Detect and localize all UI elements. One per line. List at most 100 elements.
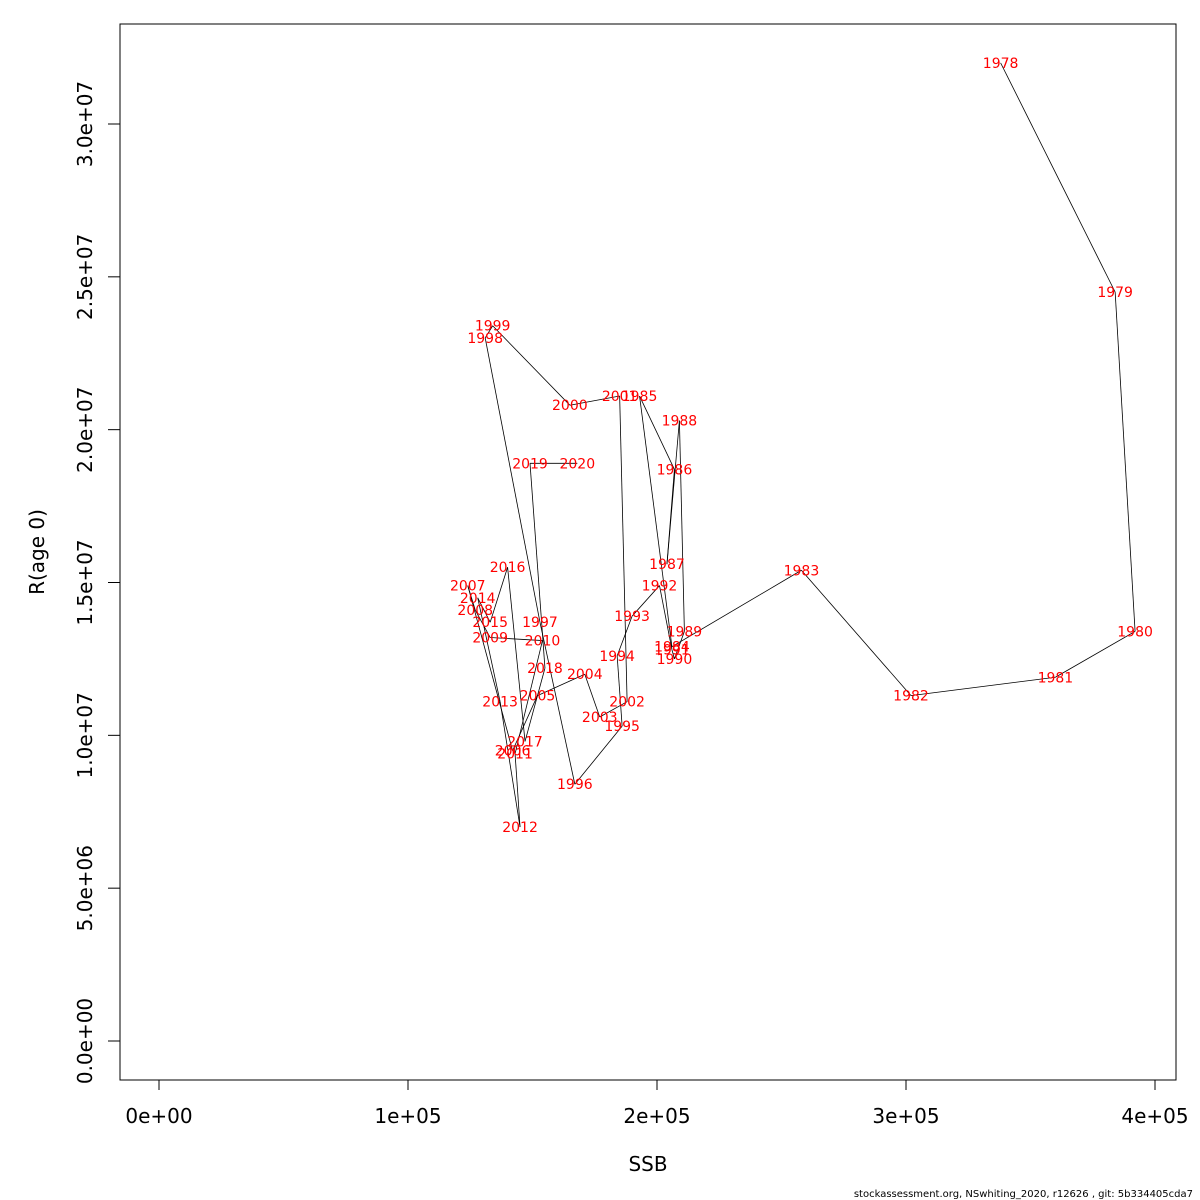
trajectory-segment <box>514 753 521 828</box>
y-axis-title: R(age 0) <box>25 509 49 595</box>
plot-frame <box>119 23 1177 1081</box>
point-label: 1988 <box>662 413 698 429</box>
x-tick-label: 0e+00 <box>125 1104 192 1128</box>
y-tick-label: 3.0e+07 <box>73 81 97 167</box>
trajectory-segment <box>671 569 802 648</box>
trajectory-segment <box>659 585 673 650</box>
point-label: 1983 <box>784 563 820 579</box>
trajectory-segment <box>631 585 660 617</box>
trajectory-segment <box>801 570 912 696</box>
point-label: 2011 <box>497 747 533 763</box>
point-label: 2009 <box>472 631 508 647</box>
footer-text: stockassessment.org, NSwhiting_2020, r12… <box>854 1189 1193 1200</box>
point-label: 2006 <box>495 744 531 760</box>
point-label: 2008 <box>457 603 493 619</box>
y-axis: 0.0e+00 5.0e+06 1.0e+07 1.5e+07 2.0e+07 2.5e+… <box>73 81 121 1084</box>
point-label: 1984 <box>654 640 690 656</box>
trajectory-segment <box>619 396 628 702</box>
point-label: 2007 <box>450 579 486 595</box>
trajectory-segment <box>639 395 673 647</box>
trajectory-segment <box>507 567 526 742</box>
point-label: 2014 <box>460 591 496 607</box>
trajectory-segment <box>537 673 585 696</box>
trajectory-segment <box>477 597 501 702</box>
trajectory-segment <box>474 609 491 638</box>
y-tick-label: 2.5e+07 <box>73 234 97 320</box>
y-tick-label: 2.0e+07 <box>73 387 97 473</box>
trajectory-segment <box>1055 631 1136 678</box>
y-tick-label: 1.0e+07 <box>73 692 97 778</box>
trajectory-segment <box>639 395 675 470</box>
trajectory-segment <box>666 420 680 565</box>
trajectory-segment <box>484 337 541 623</box>
point-label: 1978 <box>983 56 1019 72</box>
point-label: 2010 <box>525 634 561 650</box>
point-label: 2012 <box>502 820 538 836</box>
point-label: 1996 <box>557 777 593 793</box>
point-label: 1981 <box>1038 670 1074 686</box>
trajectory-segment <box>599 701 628 718</box>
y-tick-label: 0.0e+00 <box>73 998 97 1084</box>
point-label: 1986 <box>657 462 693 478</box>
trajectory-segment <box>569 395 620 406</box>
trajectory-segment <box>529 463 546 669</box>
point-label: 1990 <box>657 652 693 668</box>
trajectory-segment <box>616 655 623 727</box>
point-label: 1985 <box>622 389 658 405</box>
trajectory-segment <box>514 640 543 754</box>
x-axis: 0e+00 1e+05 2e+05 3e+05 4e+05 <box>125 1079 1189 1128</box>
y-tick-label: 5.0e+06 <box>73 845 97 931</box>
trajectory-segment <box>1000 62 1116 293</box>
trajectory-segment <box>524 667 546 742</box>
point-label: 2000 <box>552 398 588 414</box>
trajectory-lines <box>467 62 1136 828</box>
trajectory-segment <box>499 701 521 828</box>
trajectory-segment <box>512 695 538 751</box>
trajectory-segment <box>1114 292 1136 632</box>
point-label: 2020 <box>559 456 595 472</box>
point-label: 1989 <box>667 624 703 640</box>
point-label: 2003 <box>582 710 618 726</box>
trajectory-segment <box>671 649 675 660</box>
trajectory-segment <box>490 637 543 641</box>
trajectory-segment <box>539 622 576 785</box>
x-tick-label: 3e+05 <box>872 1104 939 1128</box>
x-tick-label: 2e+05 <box>623 1104 690 1128</box>
trajectory-segment <box>467 585 476 611</box>
trajectory-segment <box>616 615 633 657</box>
point-label: 1995 <box>604 719 640 735</box>
point-label: 2013 <box>482 695 518 711</box>
trajectory-segment <box>674 631 685 660</box>
x-tick-label: 4e+05 <box>1121 1104 1188 1128</box>
x-axis-title: SSB <box>628 1152 667 1176</box>
point-label: 2002 <box>609 695 645 711</box>
trajectory-segment <box>489 567 508 623</box>
point-label: 1997 <box>522 615 558 631</box>
point-label: 2018 <box>527 661 563 677</box>
point-label: 1998 <box>467 331 503 347</box>
trajectory-segment <box>584 674 601 718</box>
y-tick-label: 1.5e+07 <box>73 539 97 625</box>
point-label: 1987 <box>649 557 685 573</box>
trajectory-segment <box>492 325 571 406</box>
point-label: 1993 <box>614 609 650 625</box>
point-label: 1980 <box>1117 624 1153 640</box>
trajectory-segment <box>484 325 494 339</box>
point-label: 2005 <box>520 689 556 705</box>
point-label: 2016 <box>490 560 526 576</box>
trajectory-segment <box>679 420 685 632</box>
point-label: 2019 <box>512 456 548 472</box>
trajectory-segment <box>574 725 623 785</box>
point-label: 1991 <box>654 643 690 659</box>
trajectory-segment <box>477 597 491 623</box>
point-label: 1992 <box>642 579 678 595</box>
point-label: 1999 <box>475 319 511 335</box>
point-label: 1982 <box>893 689 929 705</box>
point-label: 2001 <box>602 389 638 405</box>
point-label: 1994 <box>599 649 635 665</box>
point-label: 2004 <box>567 667 603 683</box>
trajectory-segment <box>910 676 1056 696</box>
point-label: 2017 <box>507 734 543 750</box>
point-label: 1979 <box>1097 285 1133 301</box>
